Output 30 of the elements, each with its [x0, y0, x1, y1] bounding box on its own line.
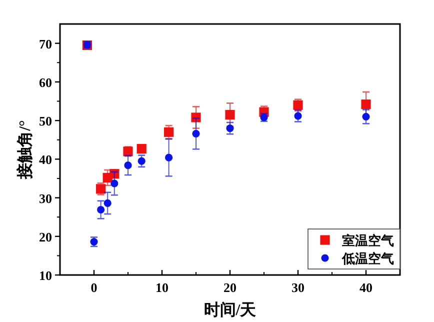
legend-label: 室温空气	[342, 233, 394, 248]
x-tick-label: 20	[224, 280, 236, 295]
point	[361, 100, 371, 110]
point	[138, 157, 146, 165]
point	[192, 130, 200, 138]
y-tick-label: 10	[39, 268, 52, 283]
x-tick-label: 0	[90, 280, 98, 295]
y-axis-title: 接触角/°	[16, 120, 34, 180]
point	[294, 112, 302, 120]
legend-label: 低温空气	[341, 251, 394, 266]
point	[164, 127, 174, 137]
x-axis-title: 时间/天	[204, 301, 258, 319]
point	[136, 144, 146, 154]
point	[110, 180, 118, 188]
point	[104, 199, 112, 207]
y-tick-label: 50	[39, 114, 52, 129]
y-tick-label: 70	[39, 36, 52, 52]
x-tick-label: 40	[360, 280, 372, 295]
point	[165, 154, 173, 162]
point	[225, 110, 235, 120]
y-tick-label: 40	[39, 152, 52, 168]
point	[362, 112, 370, 120]
x-tick-label: 10	[156, 280, 168, 295]
y-tick-label: 30	[39, 190, 52, 206]
point	[124, 162, 132, 170]
x-tick-label: 30	[292, 280, 304, 295]
point	[226, 124, 234, 132]
y-tick-label: 60	[39, 74, 52, 90]
point	[97, 206, 105, 214]
y-tick-label: 20	[39, 229, 52, 244]
